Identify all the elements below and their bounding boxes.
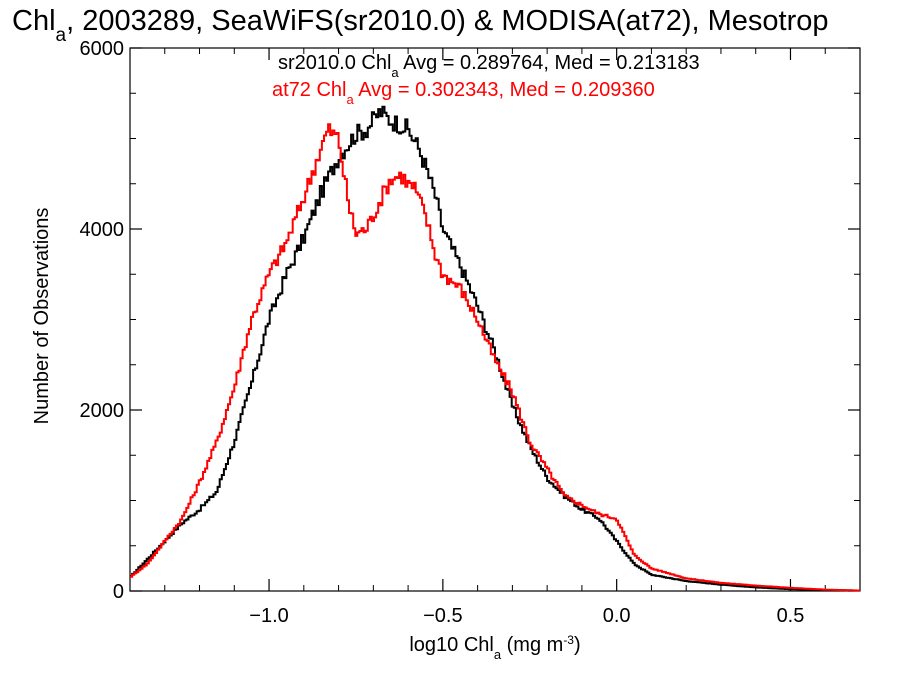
legend-sr2010-subscript: a [391,65,399,80]
xlabel-part-2: (mg m [501,634,563,656]
series-line-sr2010.0 [130,105,860,592]
legend-entry-sr2010: sr2010.0 Chla Avg = 0.289764, Med = 0.21… [278,52,700,80]
xlabel-superscript: -3 [563,633,574,647]
x-tick-label: −0.5 [423,605,462,627]
legend-at72-text-1: at72 Chl [272,79,347,101]
title-part-2: , 2003289, SeaWiFS(sr2010.0) & MODISA(at… [66,5,828,37]
xlabel-subscript: a [494,647,502,662]
series-group [130,105,860,592]
x-tick-label: 0.5 [777,605,805,627]
x-axis-label: log10 Chla (mg m-3) [409,633,580,662]
legend-sr2010-text-1: sr2010.0 Chl [278,52,391,74]
axes: −1.0 −0.5 0.0 0.5 0 2000 4000 6000 [80,38,861,627]
xlabel-part-1: log10 Chl [409,634,494,656]
plot-frame [129,47,861,592]
legend-at72-subscript: a [347,92,355,107]
chart-title: Chla, 2003289, SeaWiFS(sr2010.0) & MODIS… [12,5,828,46]
y-tick-label: 2000 [80,400,125,422]
x-tick-label: −1.0 [249,605,288,627]
legend-entry-at72: at72 Chla Avg = 0.302343, Med = 0.209360 [272,79,655,107]
y-tick-label: 6000 [80,38,125,60]
y-axis-label: Number of Observations [31,208,53,425]
title-subscript: a [56,25,67,46]
y-tick-label: 0 [113,581,124,603]
x-tick-label: 0.0 [603,605,631,627]
legend-sr2010-text-2: Avg = 0.289764, Med = 0.213183 [399,52,700,74]
y-tick-label: 4000 [80,219,125,241]
title-part-1: Chl [12,5,56,37]
legend-at72-text-2: Avg = 0.302343, Med = 0.209360 [354,79,655,101]
xlabel-part-3: ) [574,634,581,656]
series-line-at72 [130,123,860,592]
